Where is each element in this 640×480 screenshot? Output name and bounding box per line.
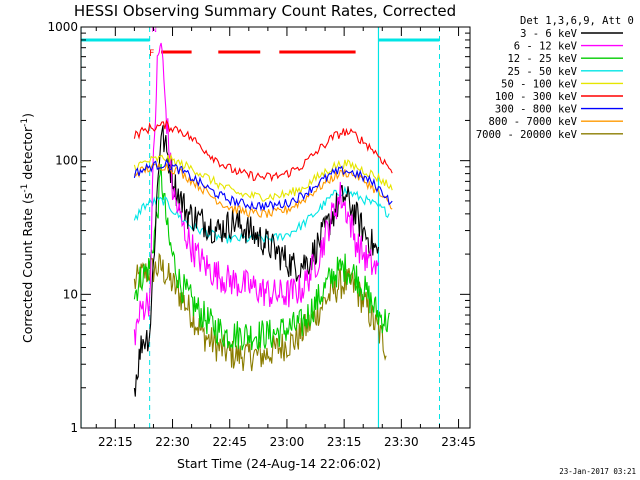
- legend-entry-1: 6 - 12 keV: [514, 41, 578, 53]
- axes: 1 10 100 1000 22:15 22:30 22:45 23:00 23:15 23:30…: [47, 20, 475, 449]
- legend-entry-8: 7000 - 20000 keV: [476, 129, 578, 141]
- series-line-7: [133, 162, 393, 218]
- legend-entry-0: 3 - 6 keV: [520, 28, 578, 40]
- chart-title: HESSI Observing Summary Count Rates, Cor…: [74, 2, 456, 20]
- series-line-1: [133, 42, 380, 346]
- series-layer: [81, 27, 440, 428]
- flag-letter-f: F: [149, 49, 154, 59]
- series-line-6: [133, 158, 393, 212]
- y-axis-label: Corrected Count Rate (s-1 detector-1): [20, 113, 35, 343]
- x-tick-label-4: 23:15: [327, 435, 362, 449]
- plot-frame: [80, 26, 471, 429]
- y-tick-label-1: 10: [63, 287, 78, 301]
- legend-entry-3: 25 - 50 keV: [507, 66, 577, 78]
- x-tick-label-1: 22:30: [155, 435, 190, 449]
- y-tick-label-3: 1000: [47, 20, 78, 34]
- series-line-5: [133, 119, 393, 183]
- legend-entry-4: 50 - 100 keV: [501, 78, 578, 90]
- timestamp: 23-Jan-2017 03:21: [559, 467, 636, 476]
- x-tick-label-6: 23:45: [441, 435, 476, 449]
- x-tick-label-2: 22:45: [212, 435, 247, 449]
- legend-entry-2: 12 - 25 keV: [507, 53, 577, 65]
- y-tick-label-2: 100: [55, 154, 78, 168]
- series-line-2: [133, 163, 391, 351]
- y-tick-label-0: 1: [70, 421, 78, 435]
- x-tick-label-0: 22:15: [98, 435, 133, 449]
- flag-letter-n: N: [152, 26, 157, 34]
- plot-area: FN: [81, 26, 440, 428]
- x-tick-label-5: 23:30: [384, 435, 419, 449]
- x-tick-label-3: 23:00: [270, 435, 305, 449]
- legend-entry-7: 800 - 7000 keV: [488, 116, 577, 128]
- series-line-4: [133, 153, 393, 202]
- series-line-0: [133, 125, 380, 397]
- legend-entry-5: 100 - 300 keV: [495, 91, 578, 103]
- x-axis-label: Start Time (24-Aug-14 22:06:02): [177, 456, 381, 471]
- series-line-8: [133, 252, 387, 372]
- legend-entry-6: 300 - 800 keV: [495, 104, 578, 116]
- legend-title: Det 1,3,6,9, Att 0: [520, 15, 634, 27]
